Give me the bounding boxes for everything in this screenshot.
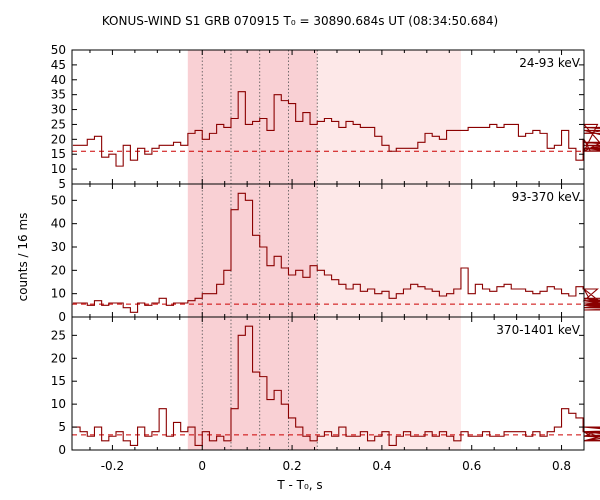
y-tick-label: 0 bbox=[58, 443, 66, 457]
x-tick-label: 0 bbox=[198, 459, 206, 473]
energy-band-label: 370-1401 keV bbox=[496, 323, 580, 337]
light-curve-step bbox=[72, 192, 600, 313]
y-tick-label: 5 bbox=[58, 177, 66, 191]
y-tick-label: 0 bbox=[58, 310, 66, 324]
y-tick-label: 10 bbox=[51, 397, 66, 411]
x-tick-label: 0.2 bbox=[283, 459, 302, 473]
y-tick-label: 40 bbox=[51, 73, 66, 87]
y-tick-label: 10 bbox=[51, 287, 66, 301]
x-tick-label: -0.2 bbox=[101, 459, 124, 473]
y-tick-label: 50 bbox=[51, 193, 66, 207]
light-curve-step bbox=[72, 325, 600, 446]
y-tick-label: 20 bbox=[51, 132, 66, 146]
y-tick-label: 20 bbox=[51, 263, 66, 277]
x-axis-label: T - T₀, s bbox=[277, 478, 323, 492]
y-tick-label: 35 bbox=[51, 88, 66, 102]
y-tick-label: 25 bbox=[51, 328, 66, 342]
y-tick-label: 40 bbox=[51, 217, 66, 231]
shaded-region-dark bbox=[187, 50, 318, 450]
y-tick-label: 20 bbox=[51, 351, 66, 365]
energy-band-label: 24-93 keV bbox=[519, 56, 581, 70]
y-tick-label: 15 bbox=[51, 374, 66, 388]
y-tick-label: 10 bbox=[51, 162, 66, 176]
chart-title: KONUS-WIND S1 GRB 070915 T₀ = 30890.684s… bbox=[101, 14, 499, 28]
energy-band-label: 93-370 keV bbox=[512, 190, 581, 204]
y-tick-label: 5 bbox=[58, 420, 66, 434]
y-tick-label: 30 bbox=[51, 240, 66, 254]
y-tick-label: 25 bbox=[51, 117, 66, 131]
x-tick-label: 0.6 bbox=[462, 459, 481, 473]
light-curve-step bbox=[72, 91, 600, 167]
panel-frame bbox=[71, 316, 585, 451]
x-tick-label: 0.4 bbox=[372, 459, 391, 473]
y-tick-label: 30 bbox=[51, 103, 66, 117]
y-tick-label: 45 bbox=[51, 58, 66, 72]
x-tick-label: 0.8 bbox=[552, 459, 571, 473]
y-tick-label: 15 bbox=[51, 147, 66, 161]
y-tick-label: 50 bbox=[51, 43, 66, 57]
